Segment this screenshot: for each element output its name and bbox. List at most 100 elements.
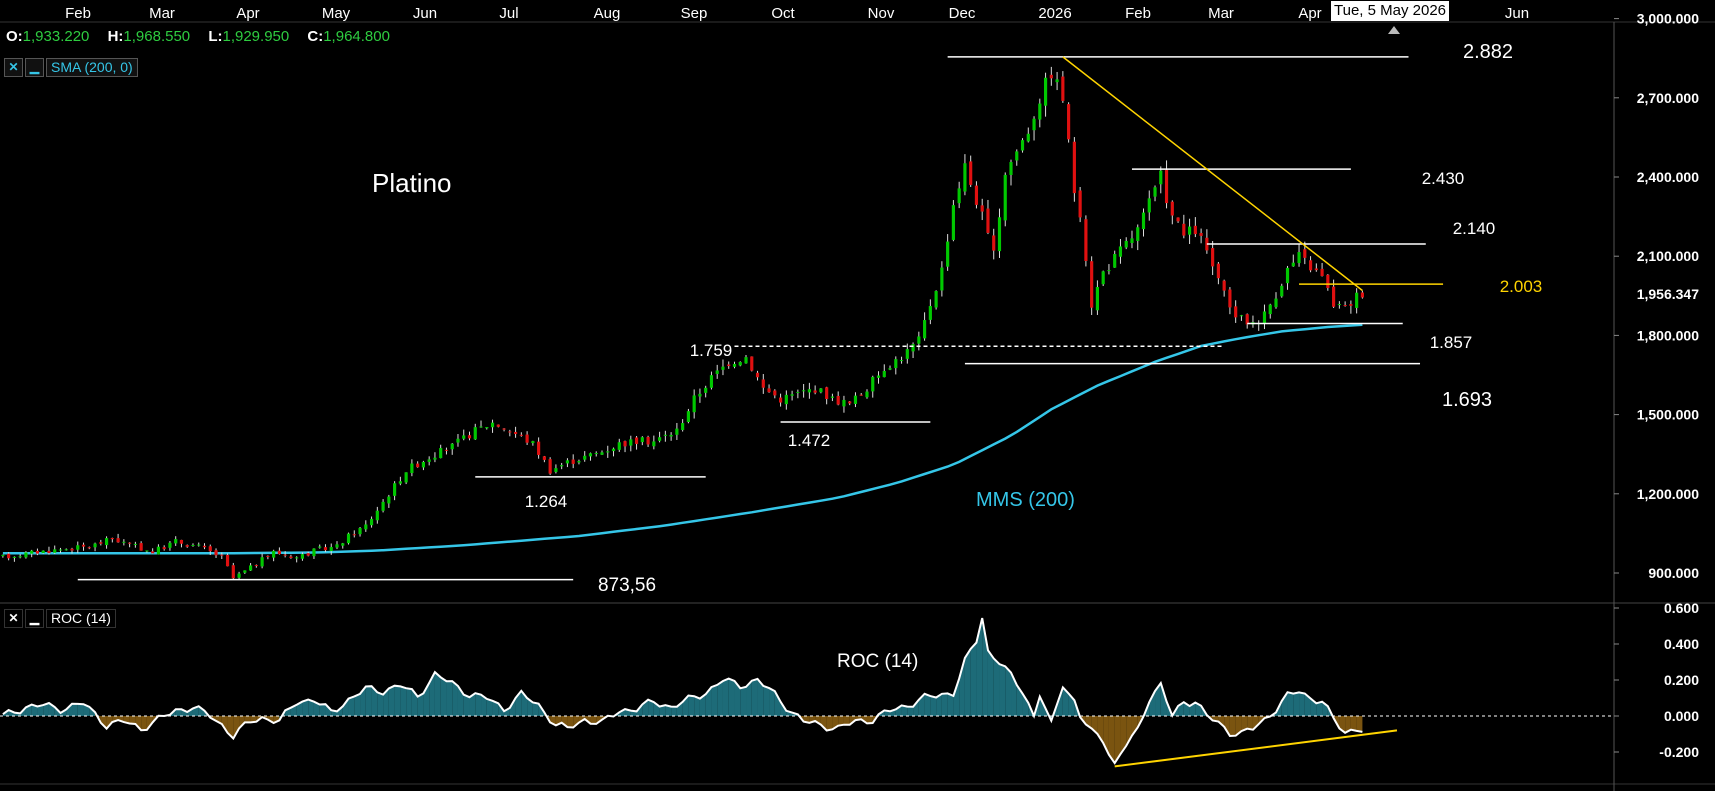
roc-fill-segment [734,680,741,716]
candle [980,198,984,221]
candle-body [260,557,264,567]
roc-fill-segment [676,701,683,716]
candle [865,389,869,399]
candle-body [145,550,149,552]
roc-fill-segment [463,694,470,716]
roc-fill-segment [826,716,833,731]
candle-body [369,518,374,526]
candle [41,550,45,554]
candle [433,452,437,463]
open-value: 1,933.220 [22,28,90,45]
candle [796,389,800,399]
candle [237,571,241,580]
candle-body [151,551,155,554]
candle-body [277,550,281,555]
roc-fill-segment [129,716,136,725]
candle [704,385,708,398]
candle-body [179,539,184,544]
candle-body [272,550,276,558]
candle [911,342,915,359]
candle-body [738,362,742,366]
candlestick-series [1,66,1364,580]
candle [940,261,944,297]
candle [329,543,333,555]
candle [496,424,500,428]
roc-fill-segment [924,693,931,716]
roc-tick-label: 0.400 [1664,636,1699,652]
roc-fill-segment [233,716,240,739]
candle [174,536,178,546]
price-tick-label: 1,200.000 [1637,486,1699,502]
candle-body [70,548,74,551]
candle [1067,102,1071,143]
price-tick-label: 2,100.000 [1637,248,1699,264]
candle [231,562,235,580]
candle [283,551,287,558]
candle [467,431,472,441]
roc-fill-segment [659,705,666,716]
candle-body [1067,104,1071,140]
candle-body [1234,306,1238,318]
time-tick-label: Aug [594,5,621,22]
roc-fill-segment [648,699,654,716]
roc-fill-segment [469,693,476,716]
minimize-icon[interactable]: ▁ [25,57,44,77]
candle [473,423,477,440]
candle-body [300,554,305,559]
candle-body [329,547,333,552]
roc-fill-segment [141,716,147,731]
candle-body [980,205,984,212]
candle [139,541,143,551]
level-label: 1.759 [690,341,733,360]
candle-body [721,366,725,370]
roc-fill-segment [1304,693,1311,716]
candle-body [778,397,783,403]
roc-fill-segment [561,716,568,728]
candle-body [249,565,253,571]
candle-body [732,363,737,367]
candle [18,554,22,559]
candle-body [1049,74,1053,79]
sma-indicator-label[interactable]: SMA (200, 0) [46,57,138,77]
roc-line [2,617,1363,765]
candle [709,371,714,390]
candle [1205,229,1209,254]
roc-fill-segment [371,686,378,716]
candle-body [433,457,437,460]
roc-fill-segment [705,687,712,716]
minimize-icon[interactable]: ▁ [25,608,44,628]
close-icon[interactable]: ✕ [4,608,23,628]
candle [1176,217,1180,223]
candle-body [490,422,495,428]
candle-body [237,573,241,578]
candle-body [1072,141,1076,194]
candle-body [318,546,322,548]
level-label: 2.003 [1500,277,1543,296]
candle-body [986,208,990,233]
candle-body [1320,268,1324,277]
close-icon[interactable]: ✕ [4,57,23,77]
candle-body [1274,298,1278,308]
roc-fill-segment [348,696,355,716]
roc-fill-segment [72,703,78,716]
candle [47,546,51,555]
candle [836,391,840,406]
candle [272,549,276,562]
candle [1251,315,1255,328]
candle-body [479,426,483,428]
roc-indicator-label[interactable]: ROC (14) [46,608,116,628]
candle-body [681,423,685,430]
level-label: 873,56 [598,575,656,596]
low-value: 1,929.950 [222,28,290,45]
candle-body [819,388,823,393]
candle-body [802,390,806,392]
candle [358,527,362,537]
candle [277,547,281,555]
roc-tick-label: 0.000 [1664,708,1699,724]
candle [894,356,898,375]
candle-body [162,547,166,550]
sma-annotation: MMS (200) [976,489,1075,511]
roc-fill-segment [1345,716,1351,733]
roc-fill-segment [66,703,73,716]
